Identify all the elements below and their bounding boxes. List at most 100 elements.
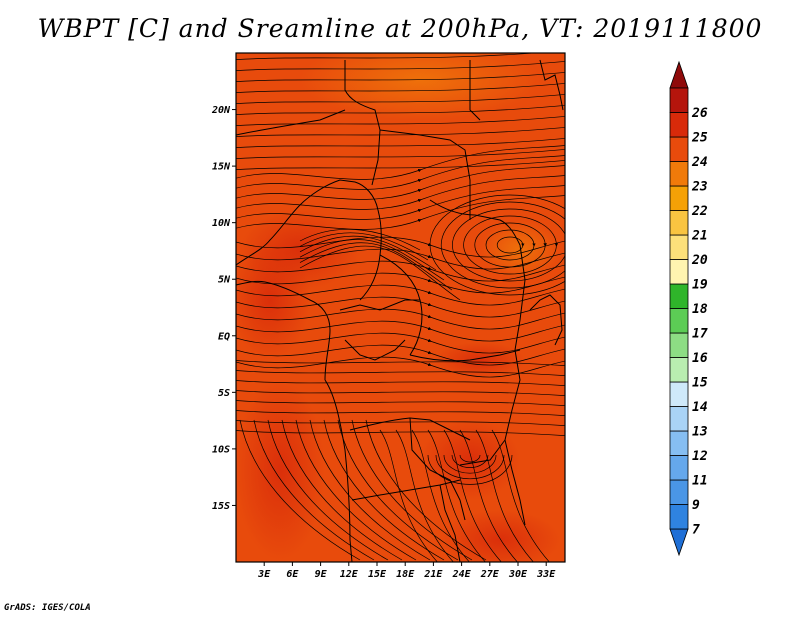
temperature-field bbox=[236, 53, 565, 562]
colorbar-swatch bbox=[669, 185, 689, 211]
lon-tick-label: 6E bbox=[286, 569, 299, 580]
colorbar-label: 23 bbox=[691, 180, 708, 195]
colorbar-swatch bbox=[669, 430, 689, 456]
colorbar-swatch bbox=[669, 455, 689, 481]
colorbar-swatch bbox=[669, 308, 689, 334]
colorbar-label: 14 bbox=[692, 400, 708, 415]
longitude-axis: 3E 6E 9E 12E 15E 18E 21E 24E 27E 30E 33E bbox=[257, 562, 556, 580]
colorbar-label: 24 bbox=[691, 155, 708, 170]
streamline bbox=[435, 454, 505, 480]
streamline bbox=[236, 360, 565, 367]
colorbar-swatch bbox=[669, 210, 689, 236]
lat-tick-label: 15N bbox=[212, 162, 231, 173]
colorbar-swatch bbox=[669, 283, 689, 309]
lat-tick-label: 5N bbox=[218, 275, 231, 286]
streamline bbox=[236, 53, 539, 61]
lat-tick-label: 10N bbox=[212, 218, 231, 229]
streamline bbox=[236, 61, 565, 72]
colorbar-swatch bbox=[669, 406, 689, 432]
colorbar-swatch bbox=[669, 87, 689, 113]
streamline bbox=[236, 296, 565, 318]
streamline bbox=[236, 94, 565, 105]
colorbar-swatch bbox=[669, 357, 689, 383]
colorbar-label: 26 bbox=[691, 106, 708, 121]
colorbar-bottom-triangle bbox=[669, 528, 689, 557]
streamline bbox=[299, 235, 437, 271]
lat-tick-label: 10S bbox=[212, 444, 230, 455]
lon-tick-label: 18E bbox=[396, 569, 415, 580]
lat-tick-label: EQ bbox=[218, 331, 230, 342]
lon-tick-label: 33E bbox=[536, 569, 556, 580]
colorbar-swatch bbox=[669, 161, 689, 187]
colorbar-swatch bbox=[669, 112, 689, 138]
colorbar-label: 17 bbox=[692, 327, 708, 342]
streamline bbox=[452, 208, 565, 282]
colorbar-label: 22 bbox=[691, 204, 708, 219]
lon-tick-label: 24E bbox=[452, 569, 472, 580]
streamline bbox=[443, 429, 502, 562]
colorbar-label: 9 bbox=[692, 498, 700, 513]
streamlines bbox=[236, 53, 565, 562]
streamline bbox=[236, 195, 565, 230]
colorbar-label: 16 bbox=[692, 351, 708, 366]
colorbar-label: 20 bbox=[691, 253, 708, 268]
streamline bbox=[236, 320, 565, 342]
streamline bbox=[236, 83, 565, 94]
colorbar-label: 21 bbox=[691, 229, 708, 244]
streamline bbox=[239, 419, 361, 561]
colorbar-label: 13 bbox=[692, 425, 708, 440]
streamline bbox=[236, 165, 565, 200]
streamline bbox=[299, 245, 461, 301]
streamline bbox=[236, 400, 565, 407]
colorbar-label: 18 bbox=[692, 302, 708, 317]
colorbar-label: 19 bbox=[692, 278, 708, 293]
country-borders bbox=[236, 59, 564, 562]
streamline bbox=[236, 272, 565, 294]
streamline bbox=[236, 344, 565, 366]
streamline bbox=[323, 419, 445, 561]
streamline bbox=[236, 260, 565, 282]
streamline bbox=[485, 229, 536, 261]
chart-title: WBPT [C] and Sreamline at 200hPa, VT: 20… bbox=[37, 14, 763, 43]
streamline bbox=[236, 175, 565, 210]
grads-credit: GrADS: IGES/COLA bbox=[4, 603, 91, 613]
streamline bbox=[395, 429, 454, 562]
streamline bbox=[236, 380, 565, 387]
latitude-axis: 20N 15N 10N 5N EQ 5S 10S 15S bbox=[211, 105, 236, 512]
lat-tick-label: 15S bbox=[212, 501, 230, 512]
colorbar-label: 12 bbox=[692, 449, 708, 464]
streamline bbox=[236, 72, 565, 83]
lon-tick-label: 12E bbox=[340, 569, 359, 580]
streamline bbox=[475, 429, 534, 562]
streamline bbox=[451, 454, 489, 468]
streamline bbox=[236, 370, 565, 377]
colorbar-label: 25 bbox=[691, 131, 708, 146]
streamline bbox=[443, 454, 497, 474]
colorbar-label: 15 bbox=[692, 376, 708, 391]
streamline bbox=[309, 419, 431, 561]
streamline bbox=[281, 419, 403, 561]
streamline bbox=[236, 138, 565, 149]
streamline bbox=[236, 332, 565, 354]
streamline bbox=[267, 419, 389, 561]
lon-tick-label: 27E bbox=[480, 569, 500, 580]
streamline bbox=[440, 201, 565, 289]
streamline bbox=[427, 429, 486, 562]
streamline bbox=[429, 194, 565, 296]
streamline bbox=[236, 236, 565, 258]
streamline bbox=[236, 160, 565, 171]
streamline bbox=[236, 116, 565, 127]
streamline bbox=[491, 429, 550, 562]
lon-tick-label: 9E bbox=[315, 569, 328, 580]
colorbar-swatch bbox=[669, 136, 689, 162]
streamline bbox=[236, 185, 565, 220]
streamline bbox=[236, 105, 565, 116]
streamline bbox=[299, 229, 421, 251]
streamline bbox=[236, 248, 565, 270]
streamline bbox=[459, 454, 481, 463]
streamline bbox=[379, 429, 438, 562]
streamline bbox=[299, 239, 445, 281]
streamline bbox=[236, 356, 565, 378]
lat-tick-label: 20N bbox=[211, 105, 231, 116]
